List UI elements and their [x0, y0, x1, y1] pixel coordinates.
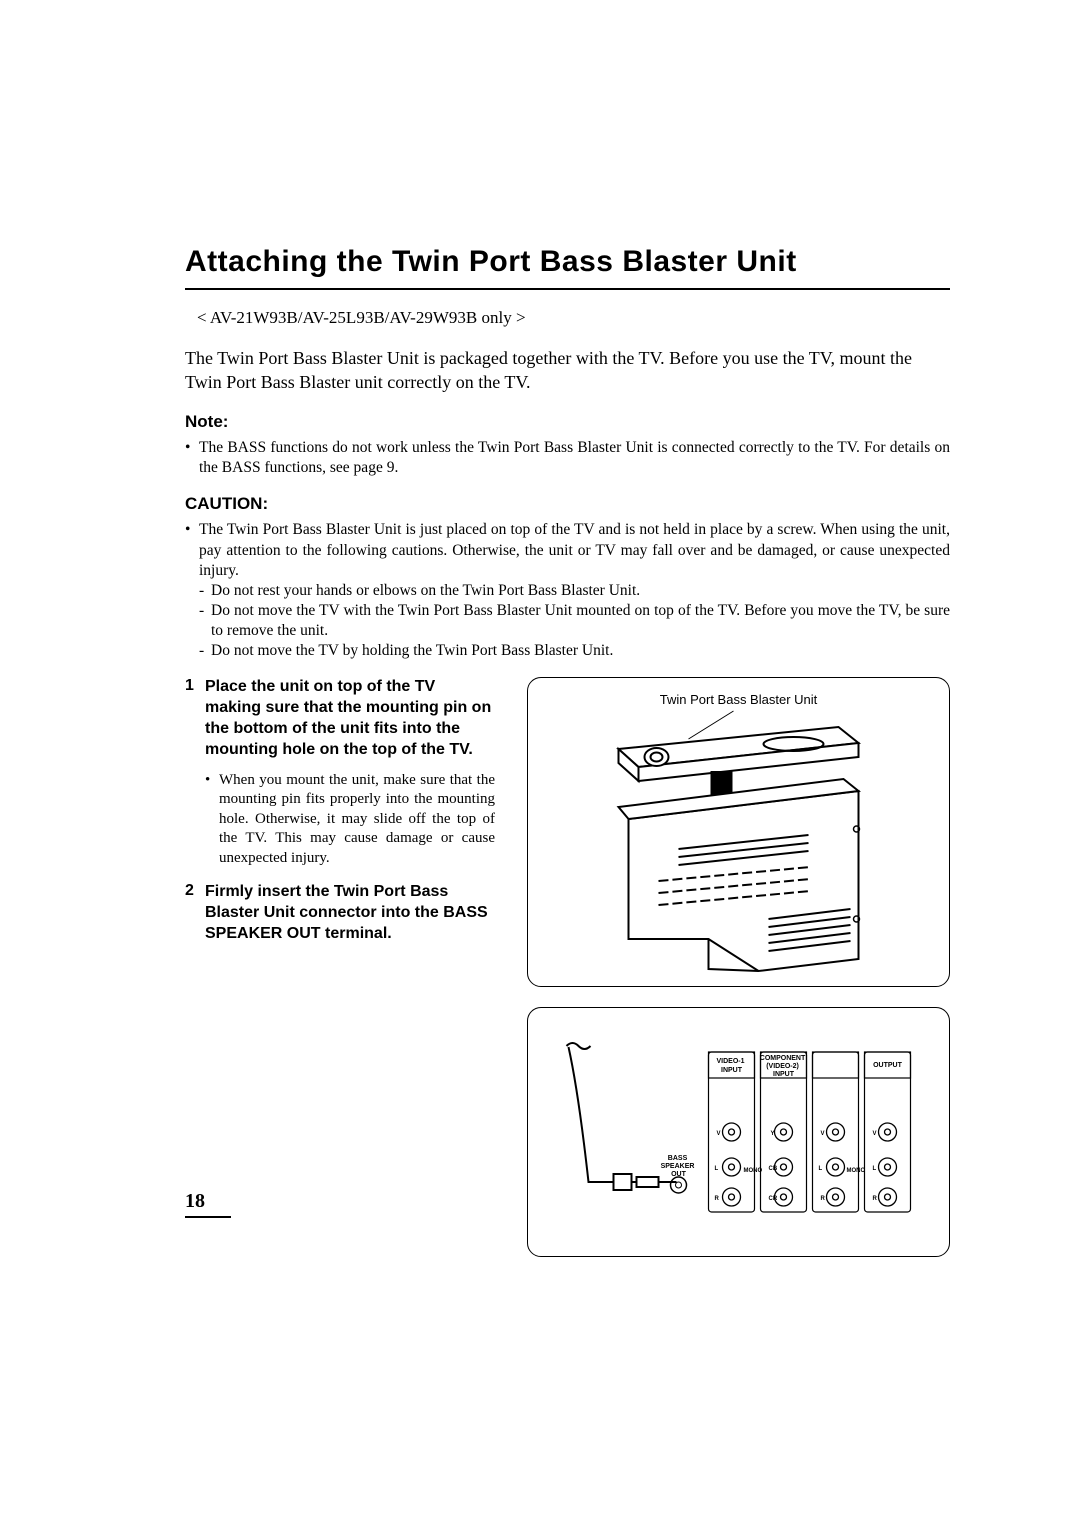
caution-heading: CAUTION: — [185, 494, 950, 514]
figure-rear-ports: BASS SPEAKER OUT — [527, 1007, 950, 1257]
caution-text: The Twin Port Bass Blaster Unit is just … — [199, 520, 950, 580]
dash-icon: - — [199, 601, 211, 641]
lbl-r1: R — [715, 1196, 720, 1202]
model-list: < AV-21W93B/AV-25L93B/AV-29W93B only > — [197, 308, 950, 328]
lbl-l4: L — [873, 1166, 877, 1172]
hdr-video1a: VIDEO-1 — [717, 1058, 745, 1065]
step-1: 1 Place the unit on top of the TV making… — [185, 677, 495, 868]
caution-d3-text: Do not move the TV by holding the Twin P… — [211, 641, 950, 661]
note-text: The BASS functions do not work unless th… — [199, 438, 950, 478]
hdr-output: OUTPUT — [873, 1062, 903, 1069]
lbl-mono2: MONO — [847, 1168, 866, 1174]
hdr-comp-b: (VIDEO-2) — [766, 1063, 799, 1070]
figure-tv-mount: Twin Port Bass Blaster Unit — [527, 677, 950, 987]
figure1-label: Twin Port Bass Blaster Unit — [548, 692, 929, 707]
caution-bullet: • The Twin Port Bass Blaster Unit is jus… — [185, 520, 950, 580]
steps-column: 1 Place the unit on top of the TV making… — [185, 677, 495, 968]
page-number: 18 — [185, 1190, 205, 1213]
lbl-y: Y — [771, 1131, 775, 1137]
manual-page: Attaching the Twin Port Bass Blaster Uni… — [0, 0, 1080, 1528]
dash-icon: - — [199, 641, 211, 661]
step-number: 1 — [185, 677, 205, 868]
page-title: Attaching the Twin Port Bass Blaster Uni… — [185, 245, 950, 280]
page-number-rule — [185, 1216, 231, 1218]
caution-d2-text: Do not move the TV with the Twin Port Ba… — [211, 601, 950, 641]
lbl-cr: CR — [769, 1196, 778, 1202]
step-number: 2 — [185, 882, 205, 954]
step1-sub-text: When you mount the unit, make sure that … — [219, 771, 495, 869]
caution-d1-text: Do not rest your hands or elbows on the … — [211, 581, 950, 601]
lbl-r3: R — [821, 1196, 826, 1202]
lbl-v3: V — [821, 1131, 825, 1137]
svg-text:VIDEO-1 INPUT: VIDEO-1 INPUT — [717, 1058, 747, 1074]
tv-mount-illustration — [548, 709, 929, 979]
bullet-dot: • — [185, 438, 199, 478]
note-heading: Note: — [185, 412, 950, 432]
lbl-v4: V — [873, 1131, 877, 1137]
caution-dash-1: - Do not rest your hands or elbows on th… — [185, 581, 950, 601]
dash-icon: - — [199, 581, 211, 601]
bullet-dot: • — [205, 771, 219, 869]
lbl-v1: V — [717, 1131, 721, 1137]
svg-text:BASS SPEAKER: BASS SPEAKER OUT — [661, 1155, 697, 1178]
title-rule — [185, 288, 950, 290]
caution-dash-2: - Do not move the TV with the Twin Port … — [185, 601, 950, 641]
bullet-dot: • — [185, 520, 199, 580]
svg-text:COMPONENT (VIDEO-2: COMPONENT (VIDEO-2) INPUT — [760, 1055, 807, 1078]
rear-ports-illustration: BASS SPEAKER OUT — [548, 1022, 929, 1242]
lbl-r4: R — [873, 1196, 878, 1202]
intro-paragraph: The Twin Port Bass Blaster Unit is packa… — [185, 346, 950, 395]
step-2: 2 Firmly insert the Twin Port Bass Blast… — [185, 882, 495, 954]
lbl-l3: L — [819, 1166, 823, 1172]
caution-dash-3: - Do not move the TV by holding the Twin… — [185, 641, 950, 661]
step1-title: Place the unit on top of the TV making s… — [205, 677, 495, 760]
port-label-bass2: SPEAKER — [661, 1163, 695, 1170]
two-column-layout: 1 Place the unit on top of the TV making… — [185, 677, 950, 1257]
port-label-bass1: BASS — [668, 1155, 688, 1162]
note-bullet: • The BASS functions do not work unless … — [185, 438, 950, 478]
hdr-comp-a: COMPONENT — [760, 1055, 806, 1062]
note-block: • The BASS functions do not work unless … — [185, 438, 950, 478]
lbl-l1: L — [715, 1166, 719, 1172]
lbl-cb: CB — [769, 1166, 778, 1172]
hdr-video1b: INPUT — [721, 1067, 743, 1074]
lbl-mono1: MONO — [744, 1168, 763, 1174]
hdr-comp-c: INPUT — [773, 1071, 795, 1078]
step1-sub: • When you mount the unit, make sure tha… — [205, 771, 495, 869]
figures-column: Twin Port Bass Blaster Unit — [527, 677, 950, 1257]
caution-block: • The Twin Port Bass Blaster Unit is jus… — [185, 520, 950, 661]
step2-title: Firmly insert the Twin Port Bass Blaster… — [205, 882, 495, 944]
